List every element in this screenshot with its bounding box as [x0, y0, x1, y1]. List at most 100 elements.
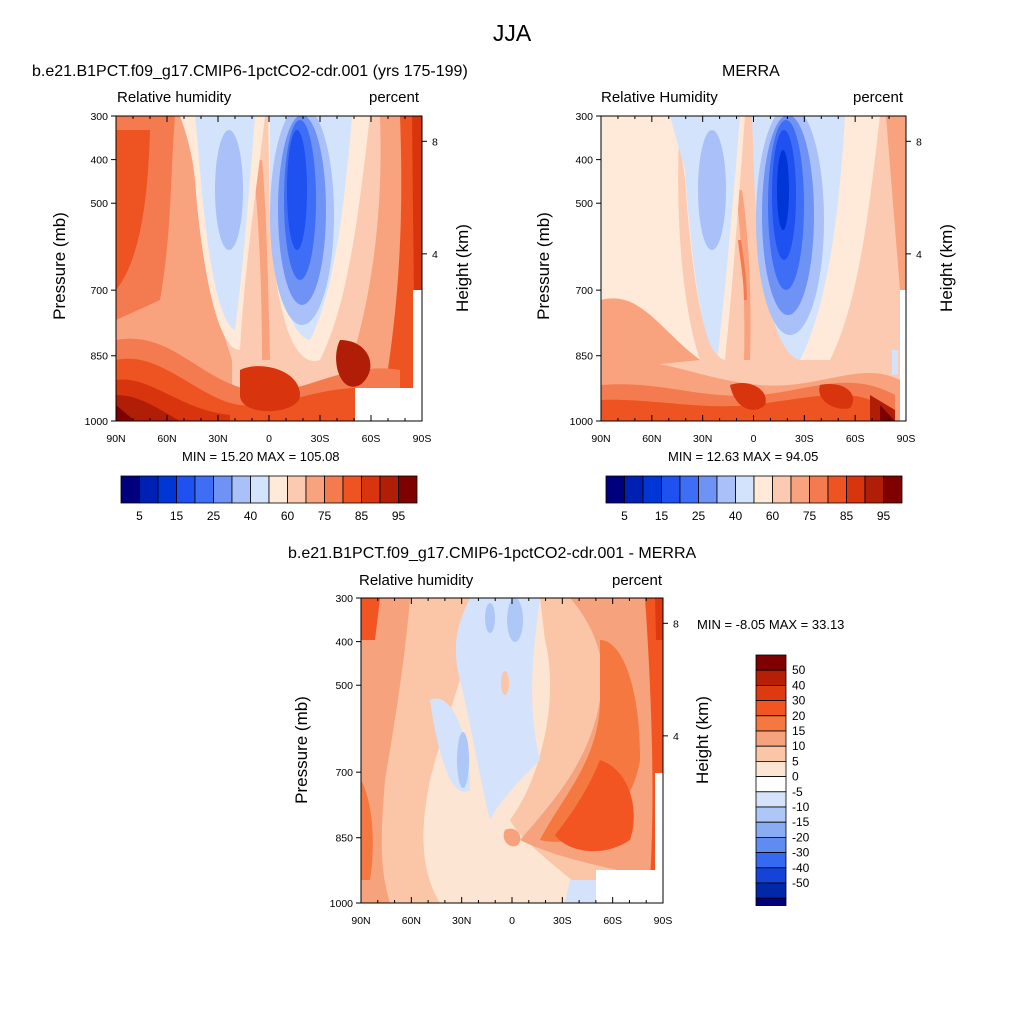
panel-title-diff: b.e21.B1PCT.f09_g17.CMIP6-1pctCO2-cdr.00… — [288, 545, 697, 562]
colorbar-label: 15 — [792, 724, 806, 738]
x-tick-label: 30S — [553, 915, 572, 927]
ylabel2-obs: Height (km) — [937, 224, 956, 312]
stats-diff: MIN = -8.05 MAX = 33.13 — [697, 617, 845, 632]
contour-plot-model: 90N 60N 30N 0 30S 60S 90S 300 400 500 700 850 1000 8 4 — [85, 111, 438, 445]
y-tick-label: 300 — [90, 111, 108, 123]
x-tick-label: 60N — [642, 433, 661, 445]
colorbar-swatch — [755, 654, 787, 671]
x-tick-label: 90N — [591, 433, 610, 445]
colorbar-swatch — [755, 791, 787, 808]
colorbar-swatch — [755, 867, 787, 884]
y-tick-label: 500 — [575, 198, 593, 210]
colorbar-label: 20 — [792, 709, 806, 723]
colorbar-swatch — [305, 475, 325, 504]
y2-tick-label: 8 — [673, 618, 679, 630]
colorbar-swatch — [642, 475, 662, 504]
colorbar-swatch — [755, 837, 787, 854]
colorbar-label: 50 — [792, 663, 806, 677]
colorbar-swatch — [755, 821, 787, 838]
ylabel-obs: Pressure (mb) — [534, 212, 553, 320]
x-tick-label: 30N — [693, 433, 712, 445]
panel-right-label-diff: percent — [612, 572, 663, 589]
colorbar-swatch — [755, 806, 787, 823]
y2-tick-label: 8 — [432, 136, 438, 148]
colorbar-label: 10 — [792, 739, 806, 753]
colorbar-swatch — [846, 475, 866, 504]
colorbar-label: 40 — [792, 678, 806, 692]
colorbar-swatch — [194, 475, 214, 504]
colorbar-swatch — [755, 882, 787, 899]
colorbar-swatch — [176, 475, 196, 504]
colorbar-label: 15 — [170, 509, 184, 523]
contour-plot-obs: 90N 60N 30N 0 30S 60S 90S 300 400 500 700 850 1000 8 4 — [570, 111, 922, 445]
x-tick-label: 30S — [311, 433, 330, 445]
y2-tick-label: 8 — [916, 136, 922, 148]
colorbar-label: 75 — [803, 509, 817, 523]
colorbar-swatch — [213, 475, 233, 504]
x-tick-label: 30S — [795, 433, 814, 445]
colorbar-swatch — [755, 700, 787, 717]
stats-obs: MIN = 12.63 MAX = 94.05 — [668, 449, 819, 464]
colorbar-swatch — [755, 776, 787, 793]
ylabel2-diff: Height (km) — [693, 696, 712, 784]
x-tick-label: 90S — [654, 915, 673, 927]
colorbar-label: -20 — [792, 830, 810, 844]
colorbar-label: 5 — [792, 754, 799, 768]
colorbar-label: 25 — [692, 509, 706, 523]
colorbar-label: 5 — [621, 509, 628, 523]
colorbar-label: 25 — [207, 509, 221, 523]
colorbar-label: 60 — [766, 509, 780, 523]
y-tick-label: 700 — [575, 285, 593, 297]
y-tick-label: 850 — [335, 833, 353, 845]
y-tick-label: 700 — [90, 285, 108, 297]
colorbar-swatch — [716, 475, 736, 504]
x-tick-label: 90N — [106, 433, 125, 445]
colorbar-swatch — [379, 475, 399, 504]
panel-right-label-model: percent — [369, 89, 420, 106]
colorbar-swatch — [755, 761, 787, 778]
colorbar-swatch — [342, 475, 362, 504]
colorbar-swatch — [250, 475, 270, 504]
x-tick-label: 90N — [351, 915, 370, 927]
colorbar-swatch — [139, 475, 159, 504]
colorbar-label: -5 — [792, 785, 803, 799]
colorbar-label: 5 — [136, 509, 143, 523]
y-tick-label: 500 — [90, 198, 108, 210]
x-tick-label: 30N — [208, 433, 227, 445]
colorbar-swatch — [864, 475, 884, 504]
colorbar-label: 40 — [244, 509, 258, 523]
panel-right-label-obs: percent — [853, 89, 904, 106]
x-tick-label: 60N — [157, 433, 176, 445]
x-tick-label: 90S — [897, 433, 916, 445]
colorbar-swatch — [755, 745, 787, 762]
x-tick-label: 60S — [846, 433, 865, 445]
x-tick-label: 60S — [362, 433, 381, 445]
colorbar-swatch — [231, 475, 251, 504]
y-tick-label: 1000 — [85, 416, 109, 428]
colorbar-swatch — [790, 475, 810, 504]
x-tick-label: 60S — [603, 915, 622, 927]
y-tick-label: 500 — [335, 680, 353, 692]
colorbar-label: 30 — [792, 694, 806, 708]
y2-tick-label: 4 — [673, 731, 679, 743]
y-tick-label: 400 — [335, 637, 353, 649]
colorbar-swatch — [755, 897, 787, 906]
y-tick-label: 850 — [90, 351, 108, 363]
contour-plot-diff: 90N 60N 30N 0 30S 60S 90S 300 400 500 700 850 1000 8 4 — [330, 593, 679, 927]
x-tick-label: 0 — [509, 915, 515, 927]
panel-title-model: b.e21.B1PCT.f09_g17.CMIP6-1pctCO2-cdr.00… — [32, 63, 468, 80]
ylabel-diff: Pressure (mb) — [292, 696, 311, 804]
colorbar-label: 85 — [355, 509, 369, 523]
y-tick-label: 700 — [335, 767, 353, 779]
colorbar-swatch — [324, 475, 344, 504]
colorbar-swatch — [398, 475, 418, 504]
y-tick-label: 1000 — [330, 898, 354, 910]
colorbar-swatch — [772, 475, 792, 504]
colorbar-label: 0 — [792, 770, 799, 784]
colorbar-swatch — [287, 475, 307, 504]
colorbar-label: -50 — [792, 876, 810, 890]
ylabel-model: Pressure (mb) — [50, 212, 69, 320]
colorbar-obs: 5 15 25 40 60 75 85 95 — [605, 475, 903, 523]
y-tick-label: 300 — [335, 593, 353, 605]
colorbar-label: 75 — [318, 509, 332, 523]
